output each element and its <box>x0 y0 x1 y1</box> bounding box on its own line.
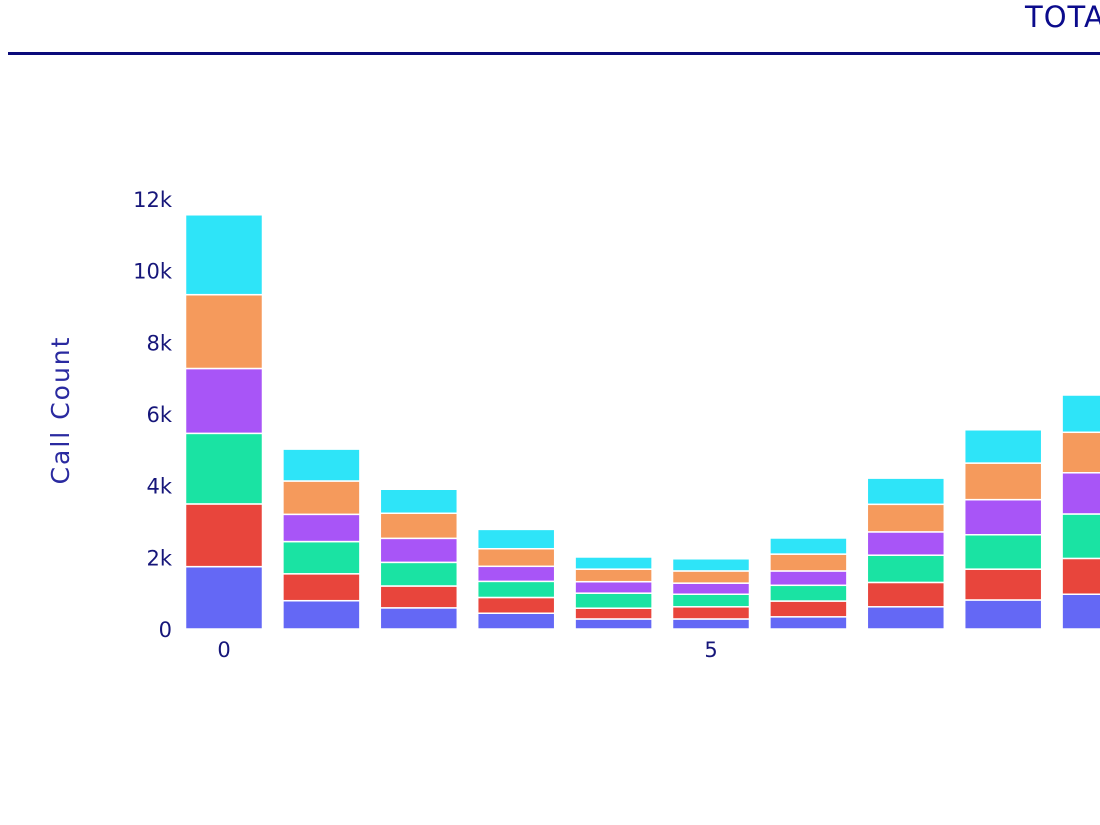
bar-segment-1-0 <box>282 599 361 630</box>
bar-segment-2-3 <box>379 537 459 564</box>
bar-segment-5-4 <box>671 570 751 584</box>
bar-segment-5-2 <box>671 593 751 608</box>
bar-segment-5-0 <box>671 618 751 630</box>
bar-segment-6-0 <box>769 616 848 630</box>
bar-segment-9-0 <box>1061 593 1100 630</box>
bars-layer <box>184 214 1100 630</box>
bar-segment-1-4 <box>282 480 361 516</box>
bar-segment-9-2 <box>1061 513 1100 560</box>
bar-segment-5-5 <box>671 558 751 572</box>
bar-segment-1-3 <box>282 513 361 543</box>
bar-segment-3-3 <box>476 565 556 583</box>
bar-segment-9-3 <box>1061 472 1100 515</box>
x-tick-label: 0 <box>217 638 230 662</box>
bar-segment-7-5 <box>866 477 946 506</box>
y-tick-label: 4k <box>146 475 172 499</box>
bar-segment-1-5 <box>282 448 361 482</box>
bar-segment-4-4 <box>574 568 653 583</box>
bar-segment-0-2 <box>184 432 264 505</box>
bar-segment-0-0 <box>184 565 264 630</box>
chart-title: TOTA <box>1025 0 1100 34</box>
bar-segment-8-0 <box>963 599 1043 630</box>
bar-segment-0-5 <box>184 214 264 296</box>
y-axis-ticks: 0 2k 4k 6k 8k 10k 12k <box>133 188 173 642</box>
bar-segment-4-0 <box>574 618 653 630</box>
bar-segment-2-1 <box>379 585 459 609</box>
bar-segment-3-5 <box>476 528 556 550</box>
bar-segment-8-2 <box>963 534 1043 570</box>
bar-segment-3-4 <box>476 547 556 568</box>
bar-segment-8-1 <box>963 568 1043 601</box>
bar-segment-5-1 <box>671 606 751 620</box>
y-tick-label: 8k <box>146 331 172 355</box>
bar-segment-1-1 <box>282 573 361 602</box>
bar-segment-4-5 <box>574 556 653 570</box>
y-tick-label: 2k <box>146 546 172 570</box>
bar-segment-4-3 <box>574 580 653 594</box>
bar-segment-2-5 <box>379 488 459 515</box>
bar-segment-7-4 <box>866 503 946 533</box>
bar-segment-6-5 <box>769 537 848 555</box>
bar-segment-5-3 <box>671 582 751 595</box>
bar-segment-9-1 <box>1061 557 1100 595</box>
title-divider <box>8 52 1100 55</box>
bar-segment-7-1 <box>866 581 946 608</box>
bar-segment-0-1 <box>184 503 264 568</box>
y-axis-label: Call Count <box>46 336 75 485</box>
bar-segment-9-5 <box>1061 394 1100 434</box>
bar-segment-3-2 <box>476 580 556 599</box>
bar-segment-9-4 <box>1061 431 1100 474</box>
bar-segment-3-0 <box>476 612 556 630</box>
bar-segment-0-4 <box>184 293 264 370</box>
bar-segment-7-2 <box>866 554 946 584</box>
bar-segment-6-3 <box>769 570 848 587</box>
bar-segment-7-0 <box>866 606 946 630</box>
y-tick-label: 10k <box>133 260 173 284</box>
bar-segment-1-2 <box>282 540 361 575</box>
bar-segment-6-2 <box>769 584 848 602</box>
y-tick-label: 6k <box>146 403 172 427</box>
y-tick-label: 12k <box>133 188 173 212</box>
bar-segment-4-2 <box>574 592 653 609</box>
bar-segment-2-0 <box>379 607 459 630</box>
bar-segment-8-4 <box>963 462 1043 501</box>
bar-segment-8-3 <box>963 498 1043 536</box>
bar-segment-6-1 <box>769 600 848 618</box>
bar-segment-7-3 <box>866 531 946 556</box>
bar-segment-4-1 <box>574 607 653 620</box>
bar-segment-8-5 <box>963 429 1043 464</box>
x-tick-label: 5 <box>704 638 717 662</box>
bar-segment-0-3 <box>184 367 264 435</box>
y-tick-label: 0 <box>159 618 172 642</box>
bar-segment-2-4 <box>379 512 459 540</box>
bar-segment-3-1 <box>476 596 556 614</box>
bar-segment-2-2 <box>379 561 459 587</box>
bar-segment-6-4 <box>769 553 848 572</box>
